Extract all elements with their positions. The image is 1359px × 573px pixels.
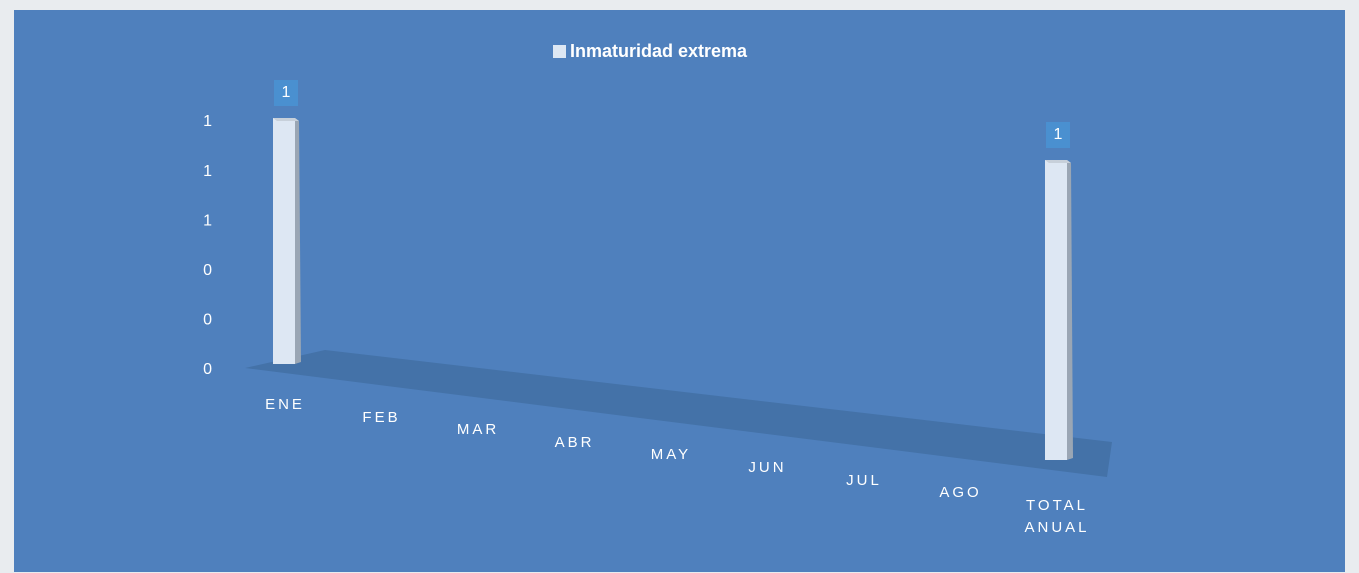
- y-tick-label: 1: [203, 163, 212, 180]
- bar-top: [1045, 160, 1071, 163]
- data-label: 1: [1054, 126, 1063, 143]
- bar: [1045, 160, 1067, 460]
- y-tick-label: 1: [203, 113, 212, 130]
- bar-side: [1067, 160, 1073, 460]
- x-tick-label: MAR: [456, 421, 500, 439]
- x-tick-label: TOTAL ANUAL: [1024, 496, 1090, 536]
- bar-top: [273, 118, 299, 121]
- x-tick-label: ABR: [554, 433, 595, 451]
- data-label-box: [274, 80, 298, 106]
- y-tick-label: 0: [203, 262, 212, 279]
- x-tick-label: JUN: [748, 459, 787, 476]
- data-label: 1: [282, 84, 291, 101]
- y-tick-label: 0: [203, 312, 212, 329]
- floor: [245, 350, 1112, 477]
- chart-area: [14, 10, 1345, 572]
- x-tick-label: FEB: [362, 408, 401, 426]
- y-tick-label: 0: [203, 361, 212, 378]
- legend-swatch: [553, 45, 566, 58]
- bar: [273, 118, 295, 364]
- x-tick-label: AGO: [939, 484, 982, 502]
- x-tick-label: ENE: [265, 396, 305, 413]
- x-tick-label: MAY: [650, 446, 692, 464]
- y-tick-label: 1: [203, 212, 212, 229]
- bar-side: [295, 118, 301, 364]
- x-tick-label: JUL: [846, 471, 882, 489]
- data-label-box: [1046, 122, 1070, 148]
- legend-label: Inmaturidad extrema: [570, 41, 748, 61]
